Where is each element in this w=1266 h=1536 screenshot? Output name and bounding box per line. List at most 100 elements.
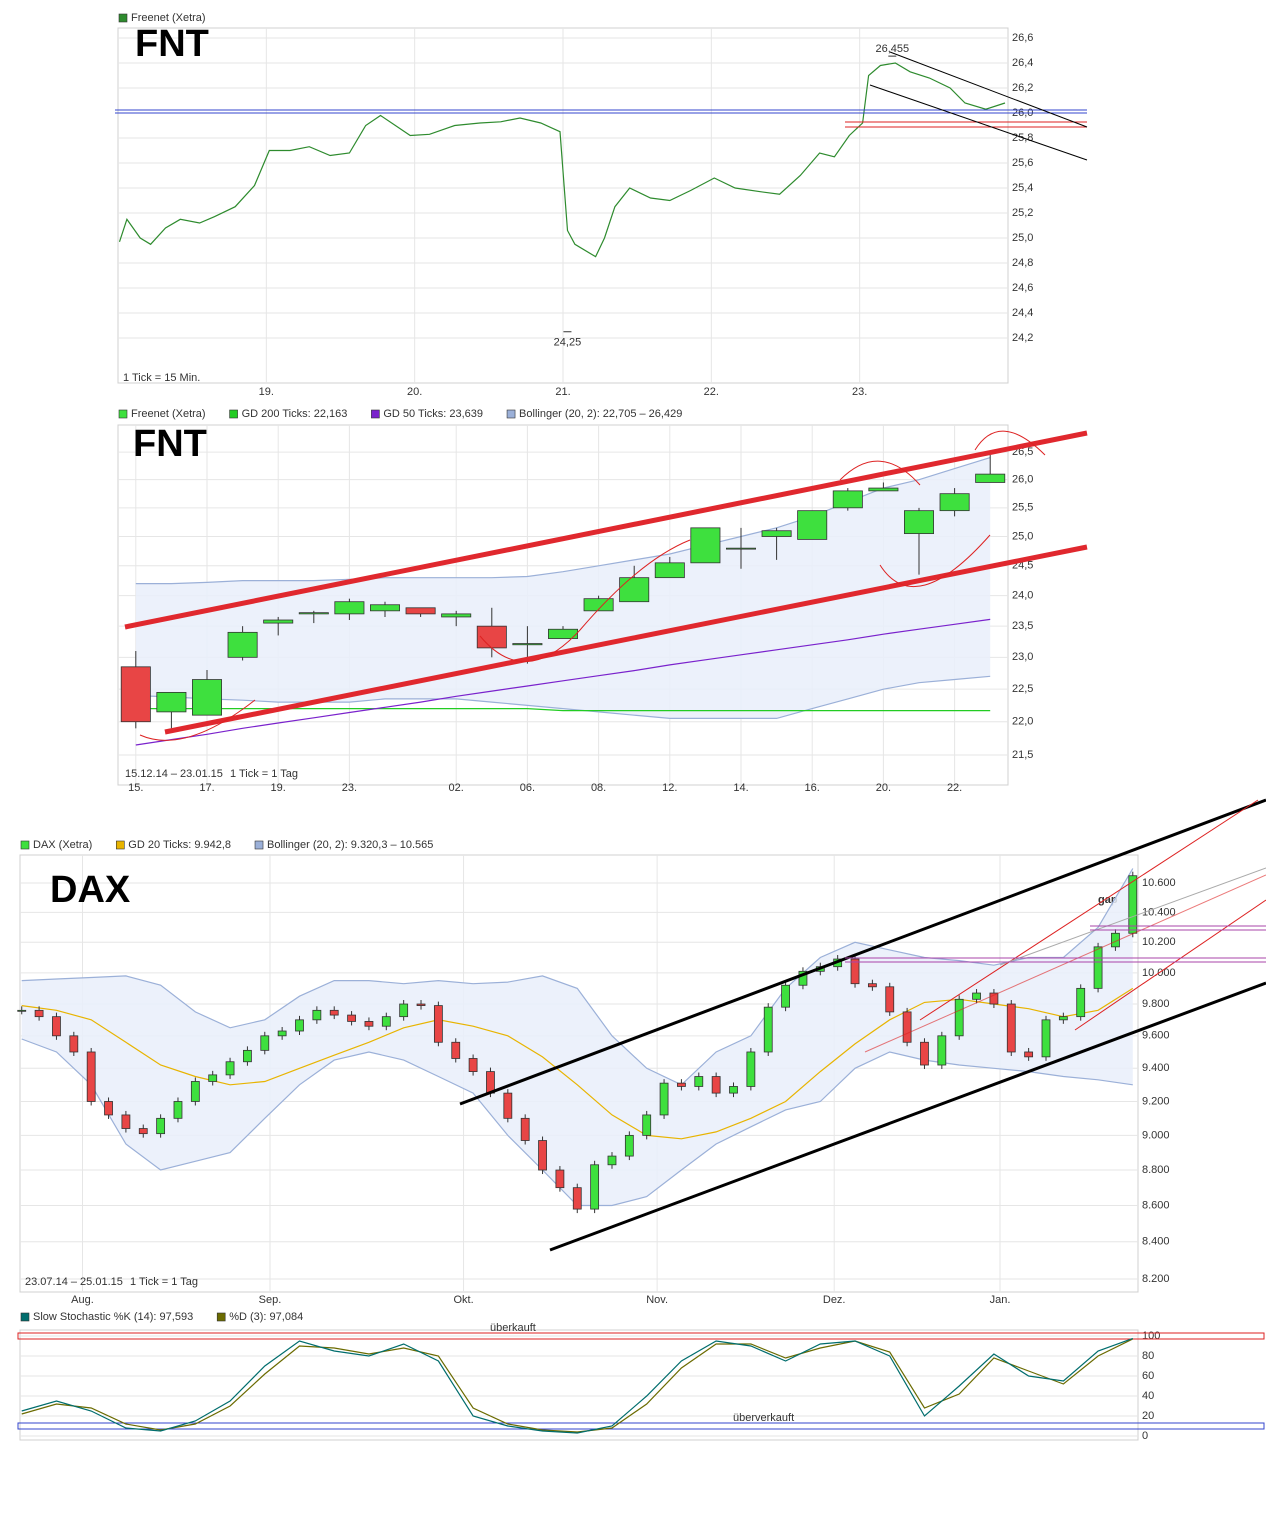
- legend-swatch: [20, 840, 30, 850]
- candle-body: [590, 1164, 600, 1210]
- candle-body: [548, 628, 578, 639]
- trend-line: [999, 867, 1266, 966]
- candle-body: [1041, 1019, 1051, 1058]
- level-line: [17, 1422, 1265, 1430]
- candle-body: [954, 998, 964, 1037]
- charts: 24,224,424,624,825,025,225,425,625,826,0…: [17, 12, 1265, 1442]
- legend-label: GD 20 Ticks: 9.942,8: [128, 839, 231, 851]
- x-tick-label: Jan.: [990, 1294, 1011, 1306]
- candle-body: [763, 1006, 773, 1053]
- candle-body: [1006, 1003, 1016, 1053]
- extreme-label: 24,25: [554, 337, 582, 349]
- legend-label: Bollinger (20, 2): 9.320,3 – 10.565: [267, 839, 433, 851]
- candle-body: [433, 1005, 443, 1043]
- candle-body: [329, 1009, 339, 1016]
- candle-body: [468, 1058, 478, 1072]
- candle-body: [370, 604, 400, 612]
- candle-body: [520, 1117, 530, 1141]
- candle-body: [761, 530, 792, 537]
- band-lower: [135, 675, 991, 719]
- y-tick-label: 24,0: [1012, 590, 1033, 602]
- y-tick-label: 22,5: [1012, 683, 1033, 695]
- y-tick-label: 23,5: [1012, 620, 1033, 632]
- trend-line: [889, 51, 1088, 128]
- y-tick-label: 25,2: [1012, 207, 1033, 219]
- plot-area: [19, 1329, 1139, 1441]
- y-tick-label: 25,5: [1012, 502, 1033, 514]
- x-tick-label: 12.: [662, 782, 677, 794]
- indicator-line: [135, 618, 991, 746]
- trend-line: [919, 799, 1259, 1021]
- x-tick-label: Okt.: [453, 1294, 473, 1306]
- candle-body: [1128, 875, 1138, 934]
- trend-line: [1074, 899, 1266, 1031]
- trend-line: [124, 430, 1088, 630]
- x-tick-label: 17.: [199, 782, 214, 794]
- band-fill: [135, 457, 991, 719]
- legend-swatch: [254, 840, 264, 850]
- candle-body: [939, 493, 970, 512]
- candle-body: [381, 1016, 391, 1027]
- candle-body: [659, 1082, 669, 1116]
- trend-line: [864, 874, 1266, 1053]
- y-tick-label: 10.600: [1142, 877, 1176, 889]
- x-tick-label: 08.: [591, 782, 606, 794]
- legend-swatch: [118, 13, 128, 23]
- candle-body: [17, 1009, 27, 1012]
- candle-body: [937, 1035, 947, 1066]
- candle-body: [121, 1114, 131, 1129]
- candle-body: [416, 1003, 426, 1006]
- x-tick-label: 19.: [271, 782, 286, 794]
- candle-body: [1024, 1051, 1034, 1058]
- level-label: überverkauft: [733, 1412, 794, 1424]
- candle-body: [156, 1117, 166, 1135]
- candle-body: [904, 510, 934, 535]
- y-tick-label: 24,8: [1012, 257, 1033, 269]
- chart-note: 15.12.14 – 23.01.15: [125, 768, 223, 780]
- x-tick-label: 22.: [704, 386, 719, 398]
- y-tick-label: 24,2: [1012, 332, 1033, 344]
- y-tick-label: 25,0: [1012, 530, 1033, 542]
- candle-body: [227, 631, 258, 658]
- candle-body: [781, 984, 790, 1008]
- legend-label: DAX (Xetra): [33, 839, 92, 851]
- candle-body: [441, 613, 472, 618]
- x-tick-label: 21.: [555, 386, 570, 398]
- y-tick-label: 8.600: [1142, 1199, 1170, 1211]
- candle-body: [138, 1128, 148, 1135]
- cycle-curve: [479, 539, 691, 662]
- candle-body: [263, 619, 294, 624]
- candle-body: [902, 1011, 912, 1043]
- y-tick-label: 9.600: [1142, 1030, 1170, 1042]
- candle-body: [298, 612, 329, 615]
- x-tick-label: 02.: [449, 782, 464, 794]
- candle-body: [347, 1014, 356, 1022]
- candle-body: [746, 1051, 756, 1087]
- candle-body: [690, 527, 721, 564]
- candle-body: [868, 487, 899, 492]
- y-tick-label: 25,6: [1012, 157, 1033, 169]
- candle-body: [972, 992, 981, 1000]
- candle-body: [850, 958, 860, 985]
- candle-body: [173, 1101, 183, 1119]
- y-tick-label: 24,6: [1012, 282, 1033, 294]
- candle-body: [642, 1114, 652, 1136]
- trend-line: [549, 981, 1266, 1252]
- chart-note: 1 Tick = 1 Tag: [230, 768, 298, 780]
- y-tick-label: 9.400: [1142, 1062, 1170, 1074]
- candle-body: [711, 1076, 721, 1094]
- x-tick-label: 06.: [520, 782, 535, 794]
- candle-body: [512, 643, 543, 646]
- candle-body: [120, 666, 151, 723]
- candle-body: [190, 1081, 200, 1102]
- candle-body: [208, 1074, 218, 1082]
- level-label: überkauft: [490, 1322, 536, 1334]
- candle-body: [654, 562, 685, 579]
- x-tick-label: 20.: [407, 386, 422, 398]
- y-tick-label: 60: [1142, 1370, 1154, 1382]
- chart-title: FNT: [133, 423, 207, 465]
- y-tick-label: 10.200: [1142, 936, 1176, 948]
- candle-body: [1076, 987, 1086, 1018]
- legend-label: GD 200 Ticks: 22,163: [242, 408, 348, 420]
- candle-body: [69, 1035, 79, 1053]
